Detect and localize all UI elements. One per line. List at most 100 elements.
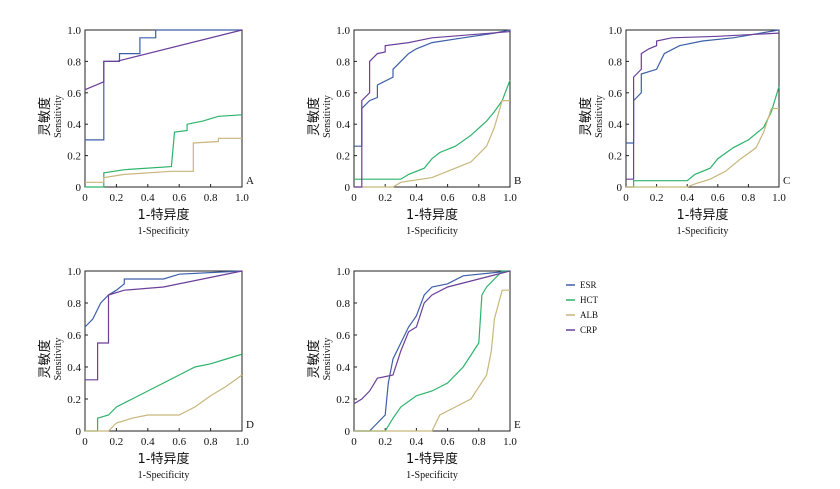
- legend: ESR HCT ALB CRP: [566, 280, 599, 335]
- y-tick-label: 0: [345, 426, 351, 438]
- legend-label-alb: ALB: [580, 310, 598, 320]
- panel-label: E: [514, 419, 521, 431]
- x-tick-label: 0.8: [204, 192, 218, 204]
- x-tick-label: 0.4: [680, 192, 694, 204]
- y-tick-label: 1.0: [608, 25, 622, 37]
- x-axis-label-cn: 1-特异度: [406, 207, 458, 223]
- roc-curve-crp: [353, 270, 511, 405]
- x-tick-label: 0.6: [711, 192, 725, 204]
- x-axis-label-cn: 1-特异度: [138, 207, 190, 223]
- x-tick-label: 0.8: [472, 436, 486, 448]
- panel-label: A: [246, 175, 254, 187]
- x-axis-label-cn: 1-特异度: [138, 451, 190, 467]
- y-axis-label-en: Sensitivity: [322, 338, 333, 381]
- x-axis-label-en: 1-Specificity: [138, 470, 190, 481]
- y-tick-label: 0.8: [67, 298, 81, 310]
- x-tick-label: 0: [82, 436, 88, 448]
- plot-frame: [353, 29, 511, 188]
- y-tick-label: 0.2: [67, 394, 81, 406]
- y-axis-label-en: Sensitivity: [322, 95, 333, 138]
- y-axis-label-cn: 灵敏度: [578, 97, 594, 136]
- x-tick-label: 0.4: [141, 436, 155, 448]
- y-tick-label: 0.2: [336, 151, 350, 163]
- y-axis-label-en: Sensitivity: [53, 95, 64, 138]
- x-tick-label: 0.4: [410, 192, 424, 204]
- y-tick-label: 0.2: [67, 151, 81, 163]
- roc-panel-e: 0 0.2 0.4 0.6 0.8 1.0 0 0.2 0.4 0.6 0.8 1.0 E 1-特异度 1-…: [306, 266, 521, 481]
- roc-curve-alb: [354, 289, 510, 432]
- roc-curve-esr: [84, 270, 243, 328]
- x-tick-label: 0.6: [441, 192, 455, 204]
- roc-curve-crp: [626, 32, 780, 180]
- x-tick-label: 0.6: [172, 436, 186, 448]
- x-axis-label-en: 1-Specificity: [406, 470, 458, 481]
- roc-curve-hct: [354, 270, 510, 432]
- y-tick-label: 0.2: [608, 151, 622, 163]
- y-tick-label: 0.8: [67, 56, 81, 68]
- roc-curve-alb: [626, 107, 779, 188]
- legend-label-hct: HCT: [580, 295, 599, 305]
- x-tick-label: 1.0: [772, 192, 786, 204]
- x-tick-label: 0.6: [172, 192, 186, 204]
- y-tick-label: 0.8: [336, 56, 350, 68]
- roc-curve-crp: [354, 31, 511, 188]
- x-tick-label: 0.2: [650, 192, 664, 204]
- y-tick-label: 0.4: [67, 119, 81, 131]
- plot-frame: [625, 29, 780, 188]
- x-tick-label: 0.4: [410, 436, 424, 448]
- y-tick-label: 0.6: [608, 88, 622, 100]
- y-tick-label: 0: [617, 182, 623, 194]
- y-tick-label: 0.4: [336, 119, 350, 131]
- y-tick-label: 1.0: [336, 25, 350, 37]
- y-tick-label: 0: [76, 182, 82, 194]
- panel-label: D: [246, 419, 254, 431]
- x-tick-label: 0.8: [204, 436, 218, 448]
- y-tick-label: 0: [345, 182, 351, 194]
- roc-panel-a: 0 0.2 0.4 0.6 0.8 1.0 0 0.2 0.4 0.6 0.8 1.0 A 1-特异度 1-…: [37, 25, 254, 237]
- x-tick-label: 0.8: [742, 192, 756, 204]
- y-tick-label: 0.6: [67, 88, 81, 100]
- x-tick-label: 0: [623, 192, 629, 204]
- y-tick-label: 0.4: [67, 362, 81, 374]
- x-axis-label-cn: 1-特异度: [406, 451, 458, 467]
- roc-curve-esr: [354, 270, 511, 432]
- y-axis-label-en: Sensitivity: [594, 95, 605, 138]
- x-tick-label: 1.0: [235, 192, 249, 204]
- y-axis-label-cn: 灵敏度: [306, 97, 322, 136]
- legend-label-crp: CRP: [580, 325, 597, 335]
- y-tick-label: 0.6: [67, 330, 81, 342]
- x-axis-label-en: 1-Specificity: [677, 226, 729, 237]
- roc-curve-esr: [85, 29, 242, 141]
- y-tick-label: 0.8: [336, 298, 350, 310]
- panel-label: B: [514, 175, 521, 187]
- roc-curve-crp: [84, 29, 243, 91]
- y-tick-label: 0.4: [336, 362, 350, 374]
- roc-curve-hct: [626, 86, 780, 188]
- y-tick-label: 0.6: [336, 88, 350, 100]
- panel-label: C: [783, 175, 790, 187]
- y-tick-label: 0.2: [336, 394, 350, 406]
- x-tick-label: 0: [351, 436, 357, 448]
- y-tick-label: 1.0: [67, 266, 81, 278]
- y-axis-label-cn: 灵敏度: [306, 339, 322, 378]
- y-tick-label: 0.6: [336, 330, 350, 342]
- x-tick-label: 1.0: [235, 436, 249, 448]
- roc-curve-esr: [354, 29, 511, 147]
- y-axis-label-cn: 灵敏度: [37, 97, 53, 136]
- roc-curve-hct: [85, 353, 243, 432]
- y-tick-label: 1.0: [67, 25, 81, 37]
- y-tick-label: 0.8: [608, 56, 622, 68]
- y-tick-label: 0: [76, 426, 82, 438]
- x-tick-label: 0.2: [378, 436, 392, 448]
- roc-curve-esr: [626, 29, 780, 144]
- y-axis-label-cn: 灵敏度: [37, 339, 53, 378]
- y-tick-label: 1.0: [336, 266, 350, 278]
- x-tick-label: 1.0: [503, 436, 517, 448]
- x-tick-label: 0.8: [472, 192, 486, 204]
- x-tick-label: 0.2: [378, 192, 392, 204]
- y-axis-label-en: Sensitivity: [53, 338, 64, 381]
- roc-curve-alb: [85, 374, 243, 432]
- roc-panel-c: 0 0.2 0.4 0.6 0.8 1.0 0 0.2 0.4 0.6 0.8 1.0 C 1-特异度 1-…: [578, 25, 790, 237]
- x-axis-label-cn: 1-特异度: [677, 207, 729, 223]
- roc-curve-alb: [85, 137, 242, 183]
